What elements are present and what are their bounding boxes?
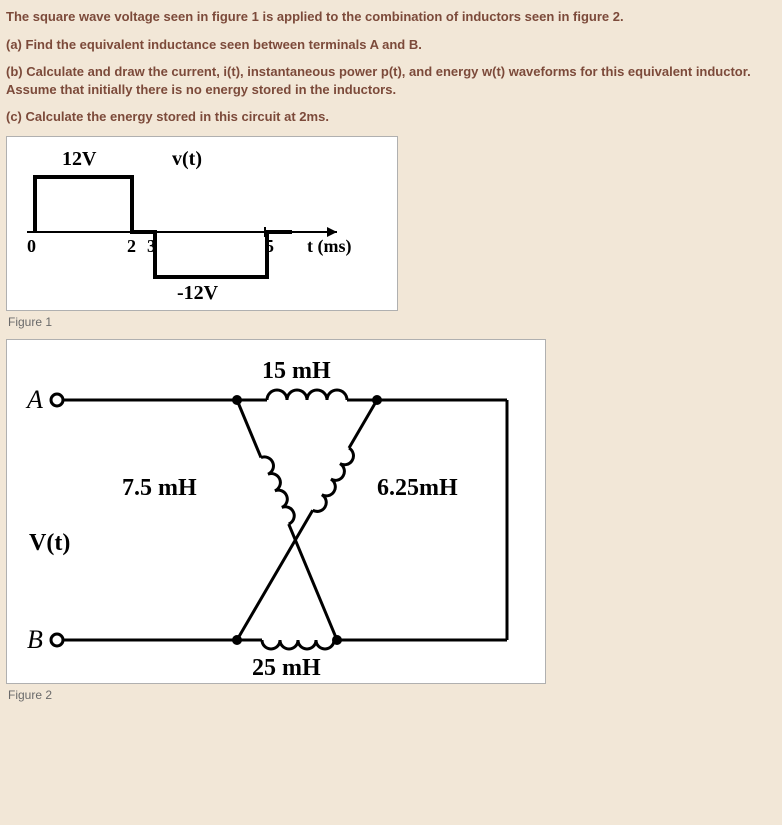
- fig1-tick-2: 2: [127, 236, 136, 256]
- fig2-label-Vt: V(t): [29, 530, 70, 556]
- problem-part-a: (a) Find the equivalent inductance seen …: [6, 36, 776, 54]
- figure-1-box: 0 2 3 5 t (ms) 12V v(t) -12V: [6, 136, 398, 311]
- figure-1-caption: Figure 1: [8, 315, 776, 329]
- fig2-L-top-label: 15 mH: [262, 358, 331, 384]
- fig1-xaxis-label: t (ms): [307, 236, 351, 257]
- fig2-label-B: B: [27, 625, 43, 654]
- problem-part-b: (b) Calculate and draw the current, i(t)…: [6, 63, 776, 98]
- figure-2-box: A B V(t) 15 mH 25 mH 7.5 mH 6.25mH: [6, 339, 546, 684]
- figure-2-svg: A B V(t) 15 mH 25 mH 7.5 mH 6.25mH: [7, 340, 545, 680]
- fig2-L-left-diag-label: 7.5 mH: [122, 475, 197, 501]
- inductor-top-icon: [267, 390, 347, 400]
- fig2-label-A: A: [25, 385, 43, 414]
- fig1-vt-label: v(t): [172, 148, 202, 170]
- figure-2-caption: Figure 2: [8, 688, 776, 702]
- problem-intro: The square wave voltage seen in figure 1…: [6, 8, 776, 26]
- inductor-right-diag-icon: [237, 400, 377, 640]
- figure-1-svg: 0 2 3 5 t (ms) 12V v(t) -12V: [7, 137, 397, 307]
- inductor-bottom-icon: [262, 640, 334, 649]
- fig2-L-right-diag-label: 6.25mH: [377, 475, 458, 501]
- fig1-high-label: 12V: [62, 148, 97, 170]
- inductor-left-diag-icon: [237, 400, 337, 640]
- problem-part-c: (c) Calculate the energy stored in this …: [6, 108, 776, 126]
- fig1-tick-0: 0: [27, 236, 36, 256]
- fig1-waveform: [35, 177, 292, 277]
- fig1-low-label: -12V: [177, 282, 219, 304]
- fig2-L-bottom-label: 25 mH: [252, 655, 321, 680]
